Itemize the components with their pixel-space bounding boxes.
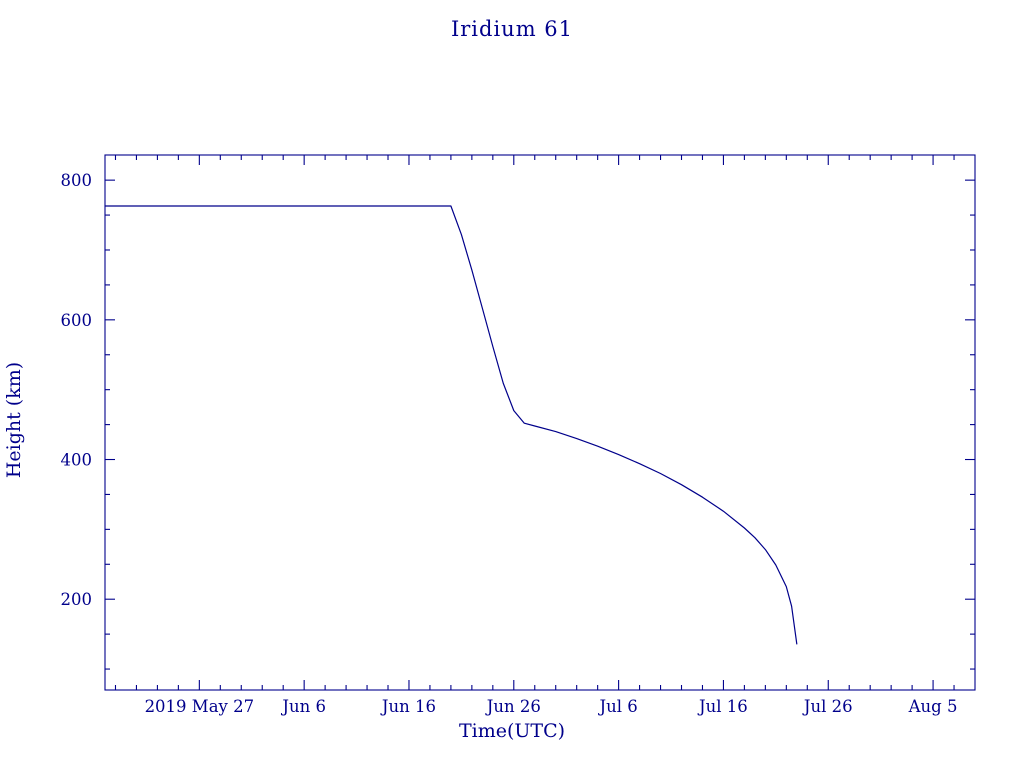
x-tick-label: Jul 26 [802,697,853,716]
x-tick-label: 2019 May 27 [145,697,255,716]
x-tick-label: Jun 16 [380,697,436,716]
chart-title: Iridium 61 [450,17,574,41]
y-tick-label: 600 [61,311,93,330]
y-tick-label: 800 [61,171,93,190]
x-tick-label: Jun 6 [280,697,326,716]
axis-frame [104,154,976,691]
x-tick-label: Jul 6 [597,697,637,716]
x-tick-label: Jul 16 [697,697,748,716]
height-curve [104,205,798,645]
y-tick-label: 200 [61,590,93,609]
y-tick-label: 400 [61,451,93,470]
x-axis-label: Time(UTC) [458,720,566,742]
x-tick-label: Jun 26 [485,697,541,716]
x-tick-label: Aug 5 [908,697,958,716]
